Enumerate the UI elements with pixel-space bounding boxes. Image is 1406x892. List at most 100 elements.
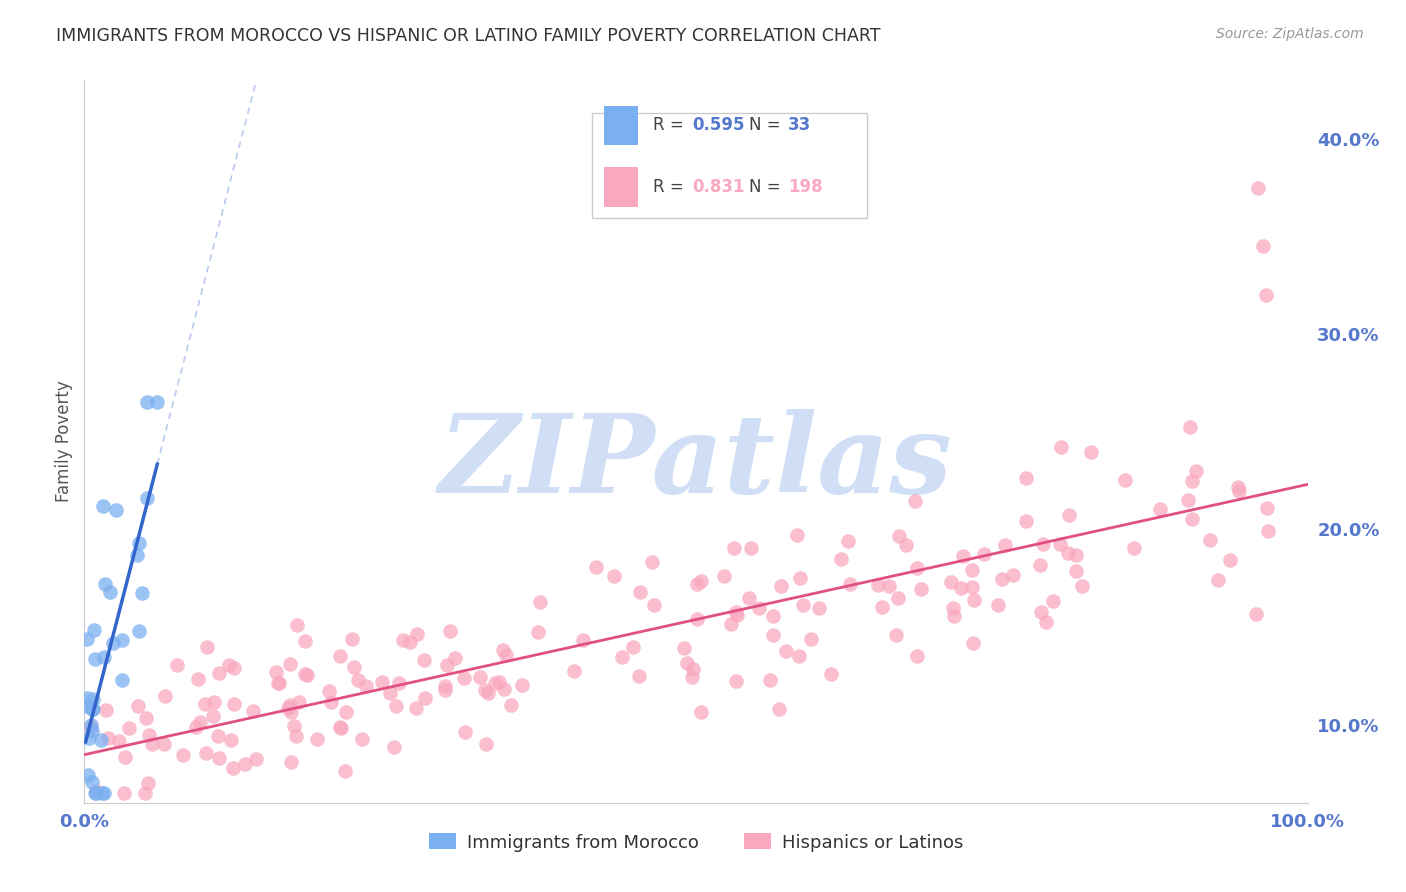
Point (820, 667, 842, 681)
Point (585, 560, 607, 574)
Point (114, 750, 136, 764)
Point (436, 657, 458, 672)
Point (382, 739, 405, 754)
Point (1199, 533, 1222, 547)
Text: R =: R = (654, 178, 683, 196)
Point (399, 634, 422, 648)
Point (82, 702, 104, 716)
Point (1181, 475, 1204, 489)
Text: ZIPatlas: ZIPatlas (439, 409, 953, 517)
Point (112, 786, 135, 800)
Point (264, 665, 287, 680)
Point (786, 528, 808, 542)
Point (720, 617, 742, 632)
Point (77, 768, 100, 782)
Point (775, 644, 797, 658)
Point (245, 752, 267, 766)
Point (1246, 607, 1268, 622)
Point (499, 698, 522, 713)
Point (738, 591, 761, 605)
Point (333, 764, 356, 778)
Point (907, 560, 929, 574)
Point (769, 579, 792, 593)
Point (724, 605, 747, 619)
Point (713, 569, 735, 583)
Point (526, 624, 548, 639)
Text: 33: 33 (787, 117, 811, 135)
Point (136, 776, 159, 790)
Point (960, 580, 983, 594)
Point (1123, 541, 1146, 556)
Point (385, 699, 408, 714)
Point (939, 575, 962, 590)
Point (76, 691, 98, 706)
Point (91, 499, 114, 513)
Point (134, 786, 156, 800)
Point (689, 706, 711, 720)
Point (84, 786, 107, 800)
Point (100, 585, 122, 599)
Point (76, 632, 98, 647)
Text: 198: 198 (787, 178, 823, 196)
Point (118, 721, 141, 735)
Point (392, 632, 415, 647)
Point (90, 786, 112, 800)
Point (79, 718, 101, 732)
Point (294, 634, 316, 648)
Point (943, 608, 966, 623)
Point (887, 591, 910, 606)
Point (1227, 480, 1250, 494)
Point (267, 676, 290, 690)
Point (208, 751, 231, 765)
Point (413, 653, 436, 667)
Point (952, 549, 974, 563)
Text: 0.595: 0.595 (692, 117, 745, 135)
Point (288, 695, 311, 709)
Point (329, 649, 352, 664)
Point (207, 729, 229, 743)
FancyBboxPatch shape (592, 112, 868, 218)
Point (839, 577, 862, 591)
Point (108, 734, 131, 748)
Point (960, 563, 983, 577)
Point (340, 632, 363, 646)
Point (141, 737, 163, 751)
Point (1071, 579, 1094, 593)
Point (96, 703, 118, 717)
Point (740, 541, 762, 555)
Point (242, 704, 264, 718)
Point (443, 651, 465, 665)
Point (454, 725, 477, 739)
Point (612, 650, 634, 665)
Point (201, 709, 224, 723)
Point (93, 650, 115, 665)
Point (166, 658, 188, 673)
Point (1064, 565, 1087, 579)
Point (866, 577, 889, 591)
Point (153, 737, 176, 751)
Point (75, 698, 97, 713)
Point (789, 571, 811, 585)
Point (105, 502, 128, 516)
Legend: Immigrants from Morocco, Hispanics or Latinos: Immigrants from Morocco, Hispanics or La… (422, 826, 970, 859)
Point (682, 662, 704, 676)
Point (905, 648, 928, 663)
Point (305, 732, 328, 747)
Point (278, 698, 301, 713)
Point (84, 652, 107, 666)
Point (194, 697, 217, 711)
Point (283, 719, 305, 733)
Point (195, 640, 218, 655)
Point (97, 731, 120, 745)
Point (413, 690, 436, 705)
Point (879, 579, 901, 593)
Point (495, 648, 517, 663)
Point (434, 683, 457, 698)
Point (111, 633, 134, 648)
Point (267, 676, 290, 690)
Point (963, 593, 986, 607)
Point (1042, 594, 1064, 608)
Point (1181, 512, 1204, 526)
Point (627, 669, 650, 683)
Point (910, 582, 932, 596)
